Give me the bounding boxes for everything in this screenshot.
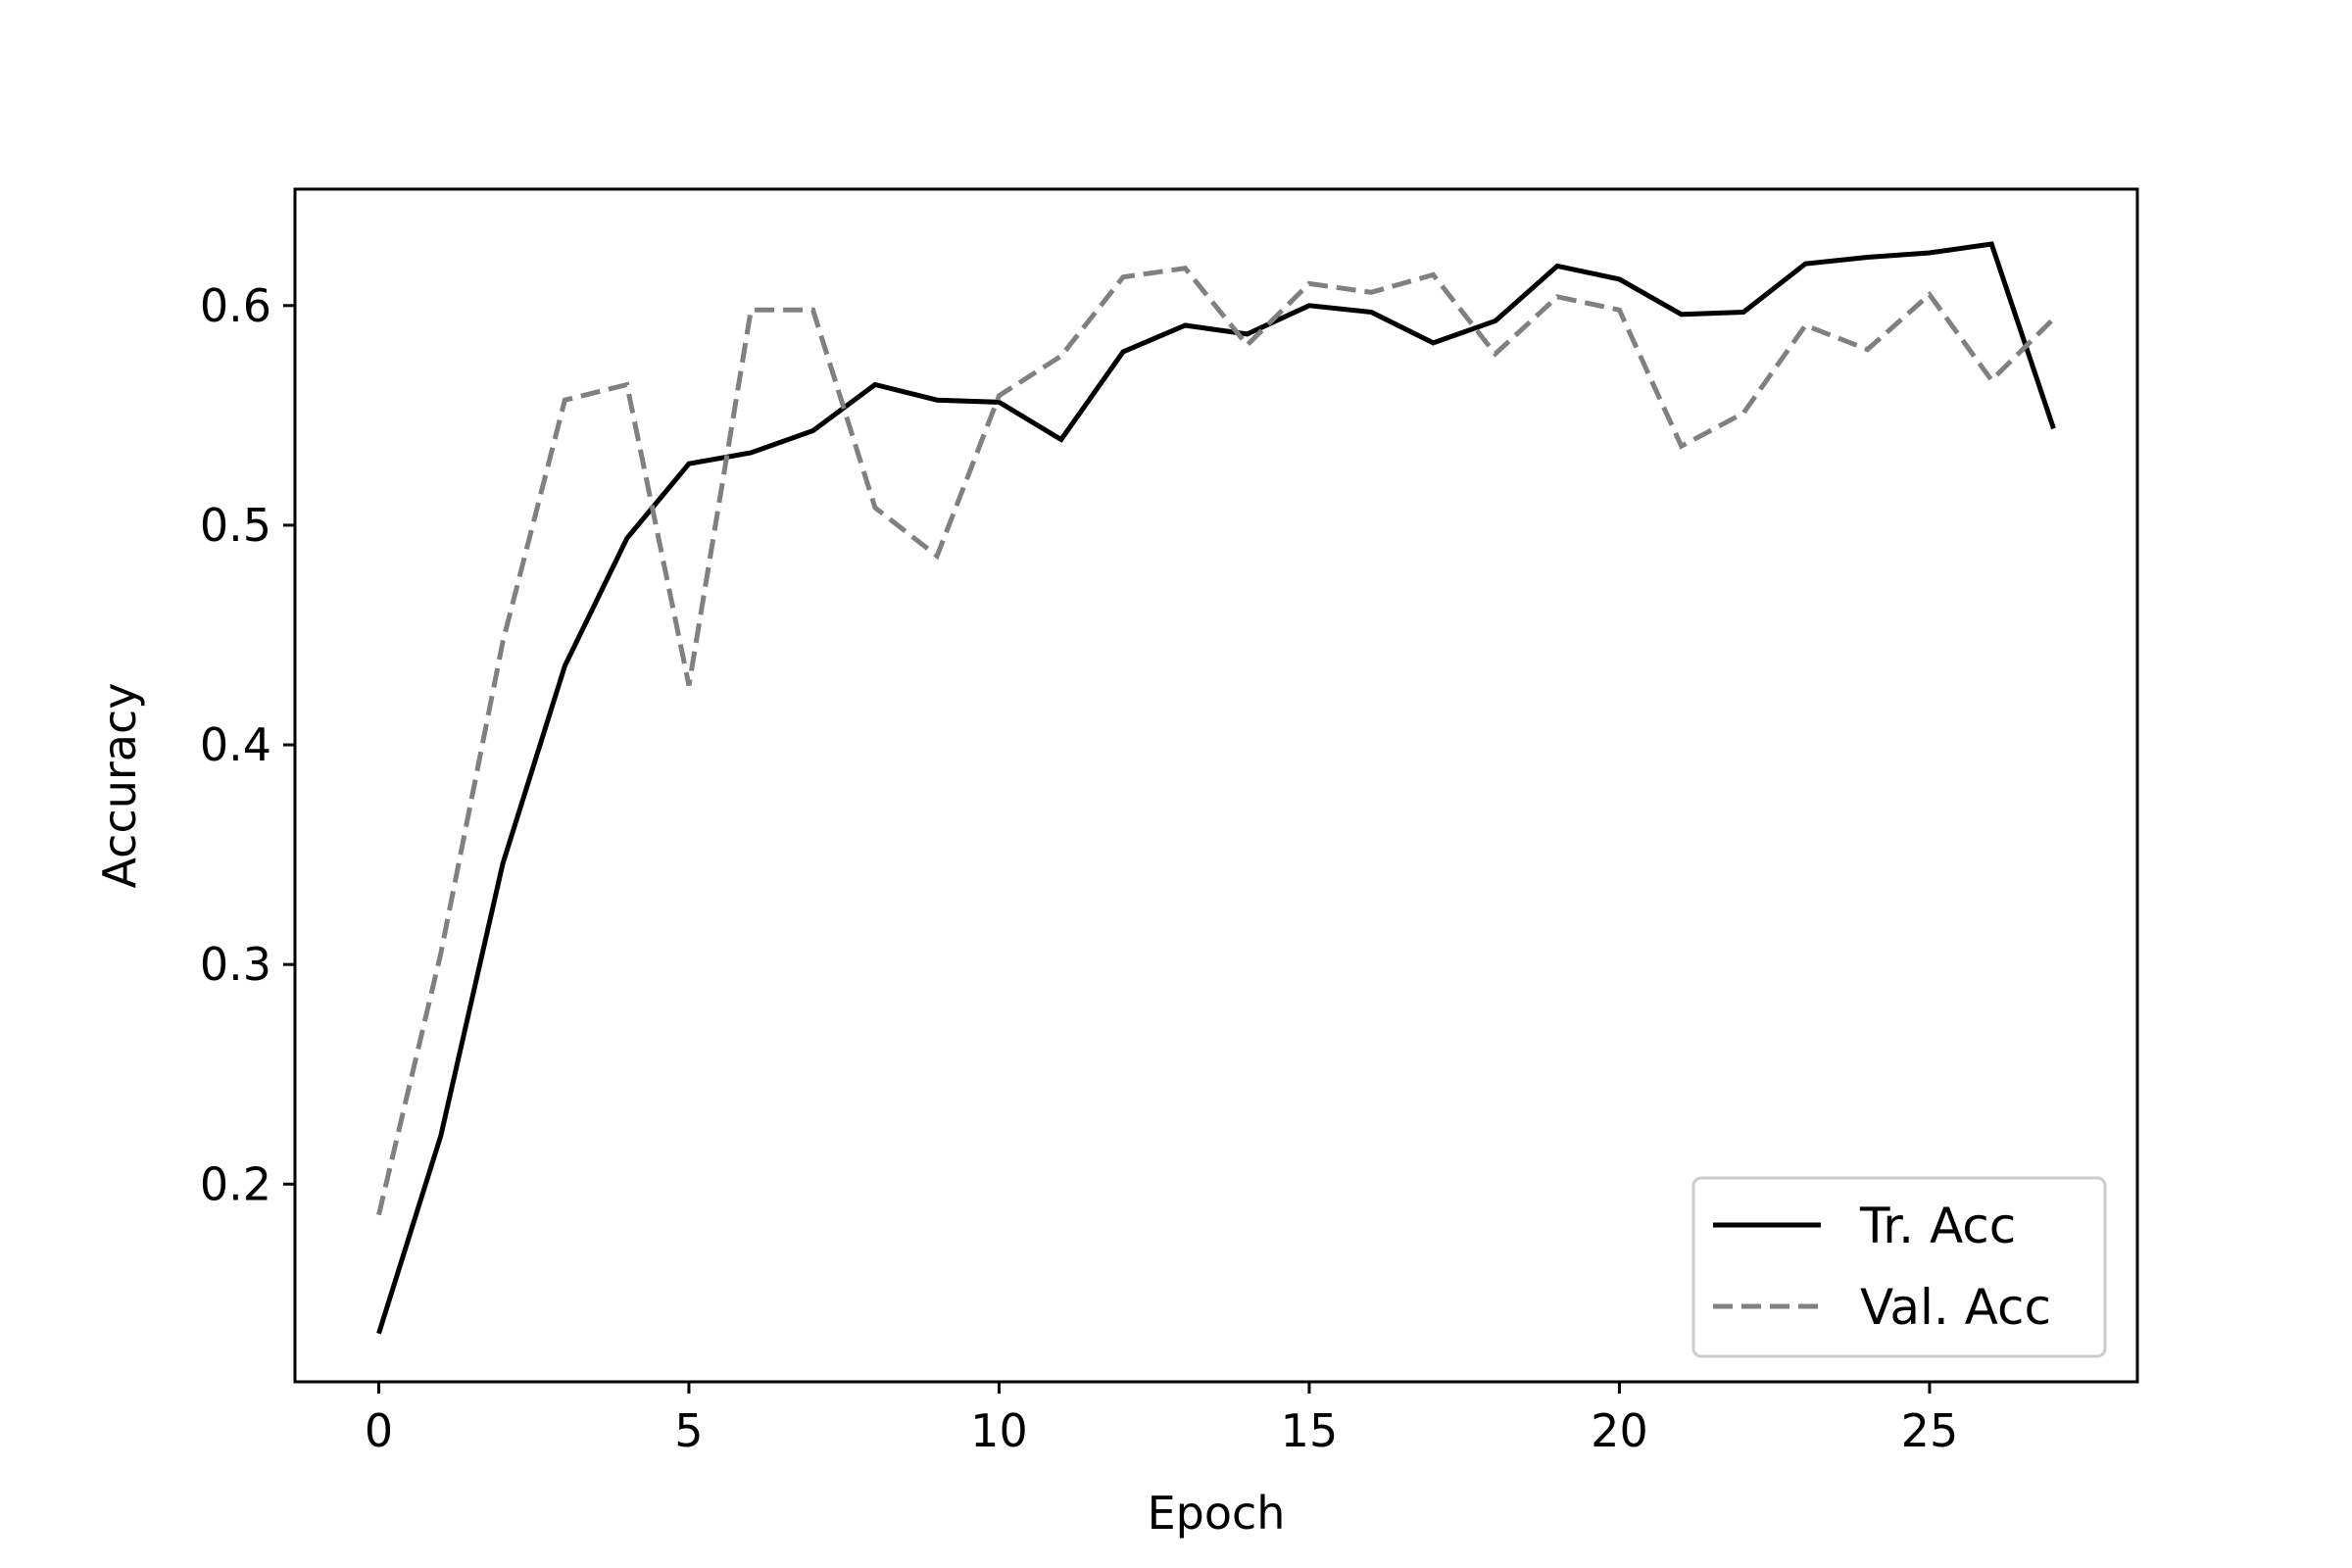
- legend-label: Val. Acc: [1860, 1279, 2051, 1336]
- series-line-tr-acc: [376, 241, 2056, 1335]
- y-tick-label: 0.6: [200, 279, 271, 332]
- x-tick-label: 25: [1901, 1404, 1959, 1457]
- y-tick-label: 0.5: [200, 499, 271, 552]
- x-tick-label: 0: [365, 1404, 393, 1457]
- x-axis-ticks: 0 5 10 15 20 25: [365, 1382, 1958, 1457]
- x-tick-label: 10: [970, 1404, 1028, 1457]
- series-line-val-acc: [376, 266, 2056, 1216]
- x-tick-label: 20: [1591, 1404, 1648, 1457]
- y-tick-label: 0.2: [200, 1157, 271, 1210]
- x-tick-label: 5: [674, 1404, 703, 1457]
- y-axis-ticks: 0.2 0.3 0.4 0.5 0.6: [200, 279, 295, 1210]
- y-tick-label: 0.4: [200, 718, 271, 771]
- y-axis-label: Accuracy: [93, 682, 146, 888]
- y-tick-label: 0.3: [200, 938, 271, 991]
- plot-frame: [293, 187, 2139, 1384]
- legend: Tr. Acc Val. Acc: [1691, 1176, 2107, 1358]
- series-layer: [376, 241, 2056, 1335]
- x-tick-label: 15: [1281, 1404, 1339, 1457]
- x-axis-label: Epoch: [1148, 1487, 1286, 1540]
- legend-label: Tr. Acc: [1859, 1198, 2016, 1254]
